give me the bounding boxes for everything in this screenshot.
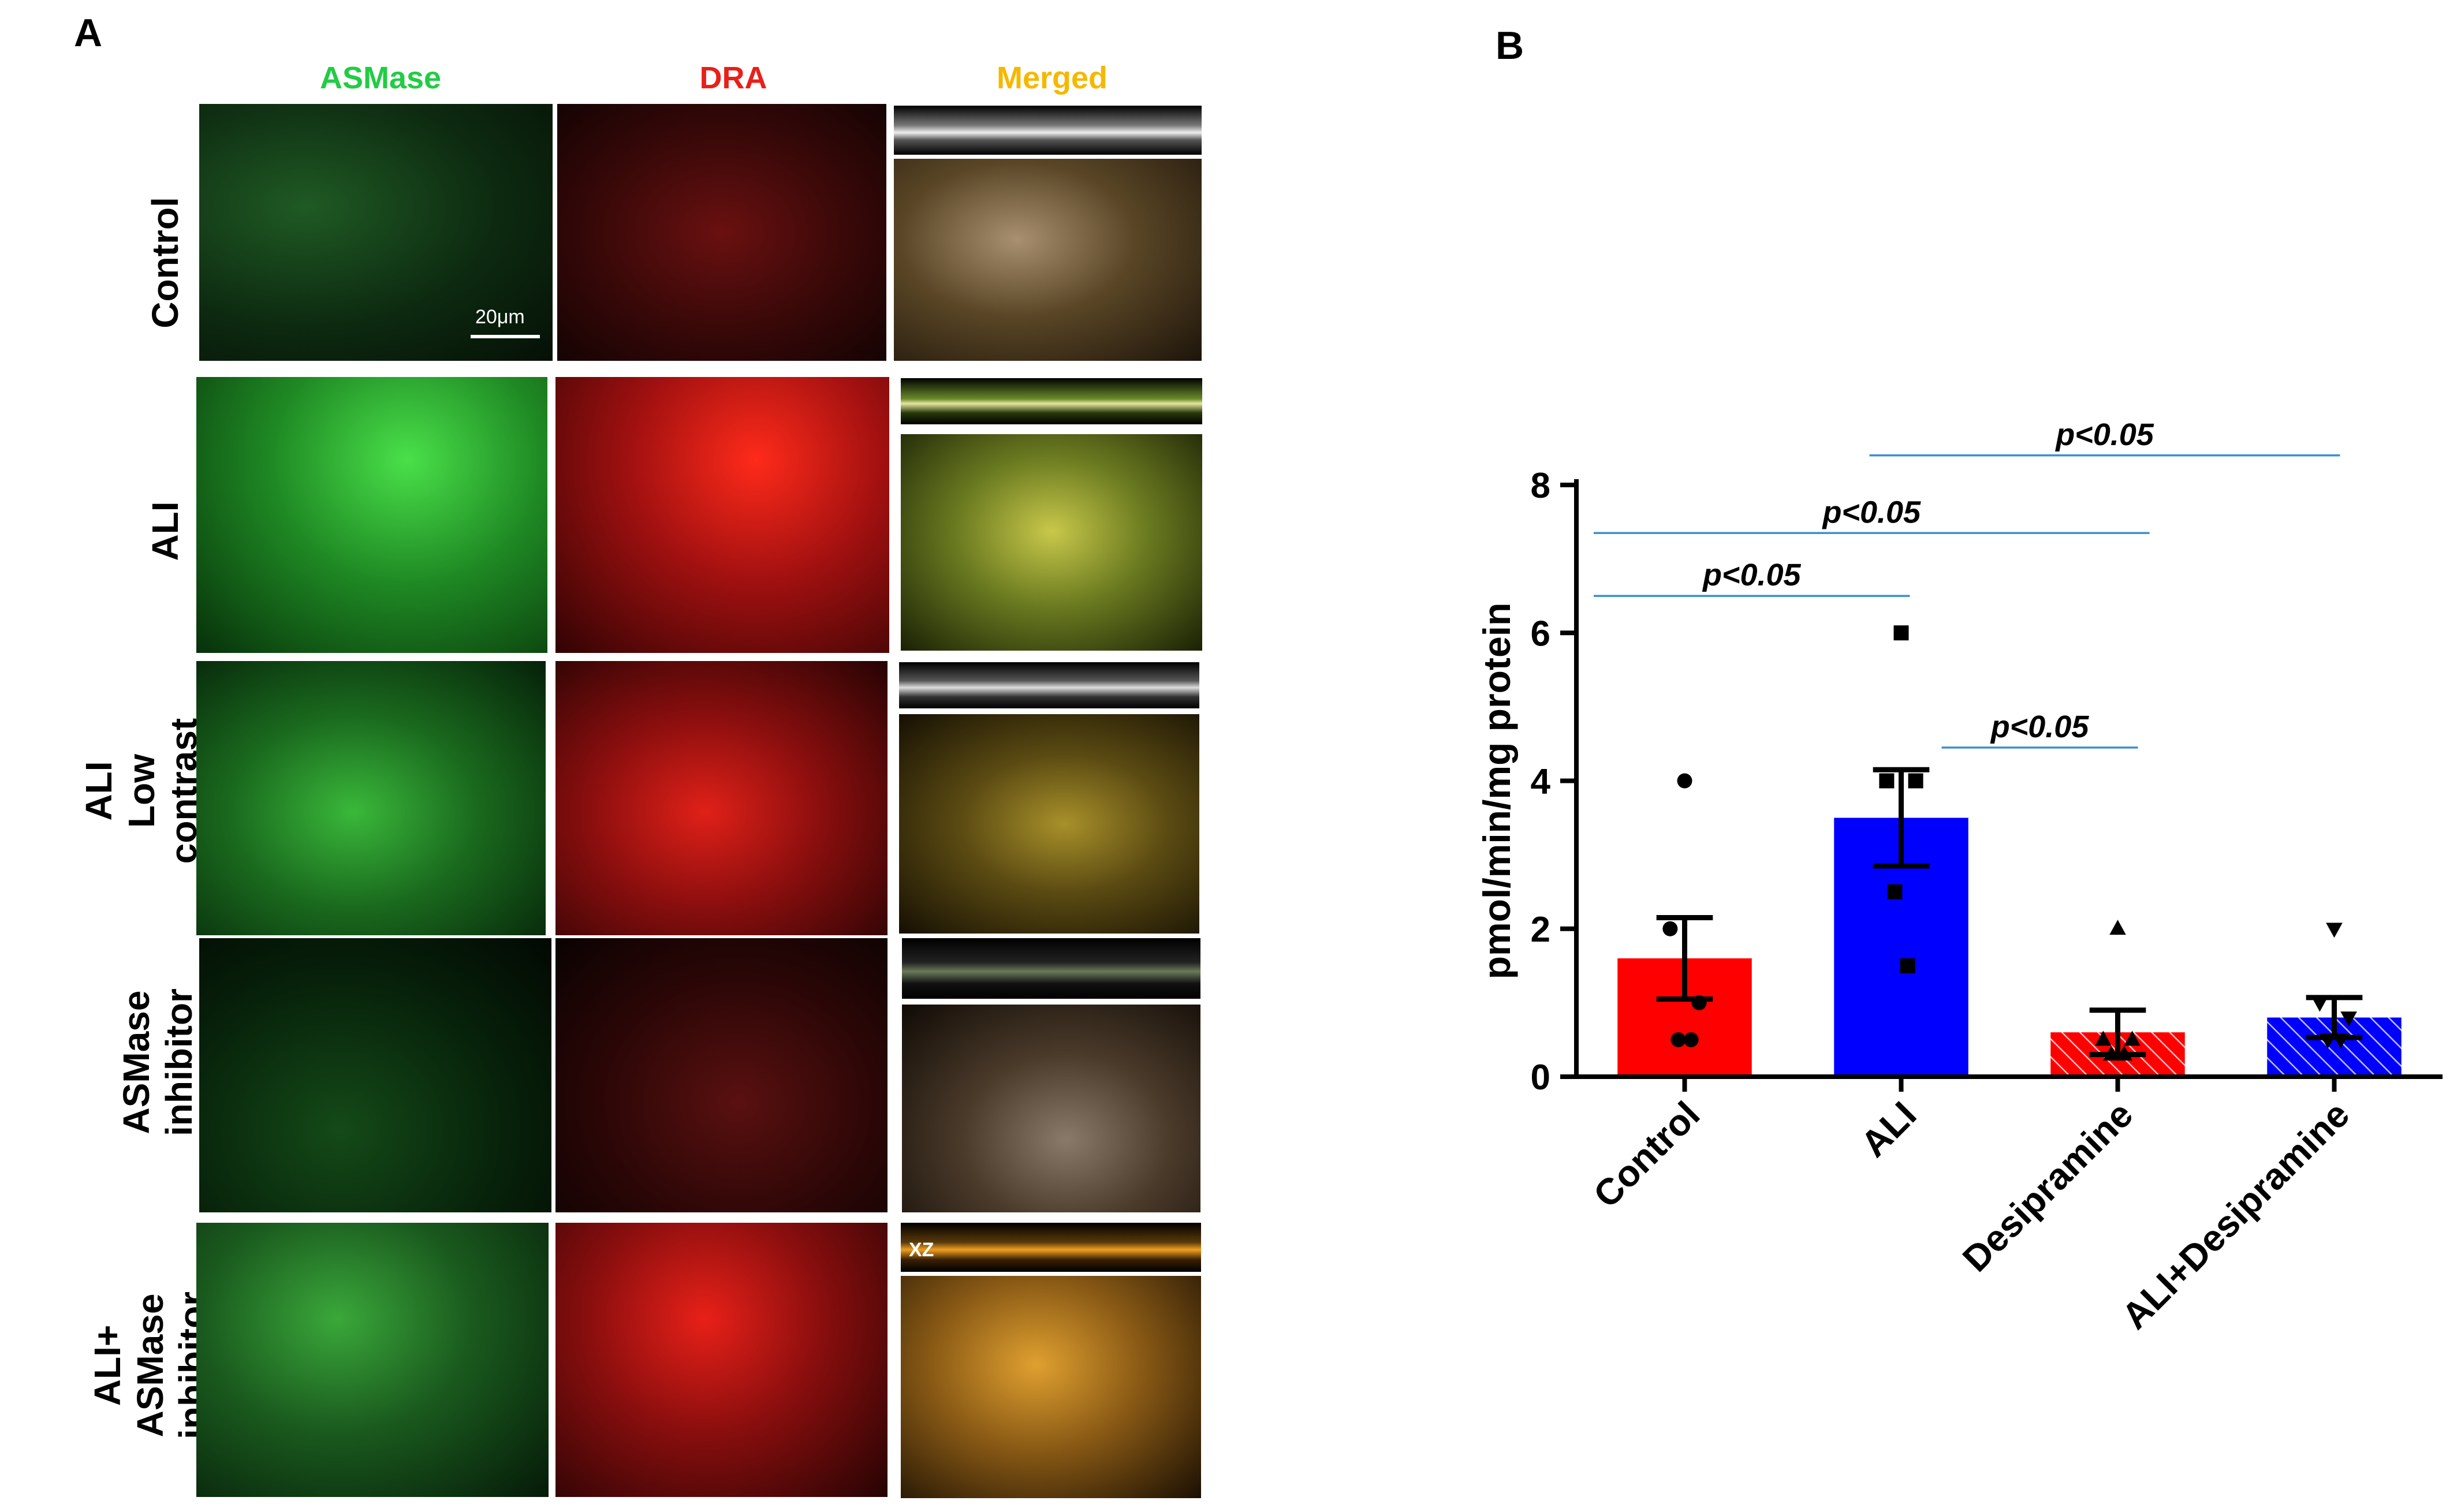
significance-label: p<0.05 — [2054, 417, 2154, 452]
x-tick-label: ALI+Desipramine — [2114, 1093, 2358, 1337]
row-label-line: ALI — [144, 501, 186, 561]
micrograph-ali-low-contrast-merged — [899, 714, 1199, 934]
column-header-dra: DRA — [699, 61, 767, 95]
row-label-line: Low — [120, 754, 162, 828]
micrograph-ali-asmase — [196, 377, 547, 653]
micrograph-control-dra — [557, 104, 886, 361]
data-point — [1683, 1032, 1699, 1047]
bar-chart: 0 2 4 6 8 Control ALI DesipramineALI+Desipramin… — [1475, 417, 2443, 1337]
data-point — [1662, 921, 1678, 936]
x-tick-label: Desipramine — [1955, 1093, 2141, 1280]
micrograph-asmase-inhibitor-dra — [555, 938, 888, 1212]
micrograph-ali-asmase-inhibitor-dra — [555, 1223, 888, 1497]
data-point — [1893, 625, 1909, 641]
micrograph-control-merged-xz — [894, 106, 1202, 155]
micrograph-asmase-inhibitor-asmase — [199, 938, 551, 1212]
micrograph-ali-dra — [555, 377, 889, 653]
row-label-line: inhibitor — [158, 988, 200, 1136]
micrograph-ali-merged — [901, 434, 1202, 651]
y-tick-label: 2 — [1531, 910, 1550, 950]
xz-label: XZ — [909, 1239, 934, 1261]
row-label-ali: ALI — [144, 445, 191, 618]
micrograph-ali-low-contrast-asmase — [196, 661, 546, 935]
micrograph-ali-asmase-inhibitor-merged-xz: XZ — [901, 1223, 1201, 1272]
significance-label: p<0.05 — [1821, 495, 1921, 529]
micrograph-asmase-inhibitor-merged-xz — [902, 938, 1200, 999]
micrograph-ali-asmase-inhibitor-asmase — [196, 1223, 549, 1497]
data-point — [2095, 1031, 2112, 1046]
row-label-line: ASMase — [129, 1293, 171, 1438]
row-label-control: Control — [144, 176, 191, 349]
scale-bar-label: 20μm — [475, 306, 525, 328]
column-header-merged: Merged — [996, 61, 1108, 95]
data-point — [1671, 1032, 1686, 1047]
data-point — [2109, 920, 2126, 935]
data-point — [1908, 773, 1923, 789]
y-tick-label: 6 — [1531, 614, 1550, 654]
y-tick-label: 4 — [1531, 762, 1551, 802]
data-point — [2340, 1011, 2357, 1027]
data-point — [1879, 773, 1895, 789]
y-tick-label: 8 — [1531, 466, 1550, 506]
data-point — [1900, 958, 1915, 973]
row-label-asmase-inhibitor: ASMase inhibitor — [115, 947, 208, 1178]
row-label-line: ASMase — [115, 990, 157, 1134]
row-label-ali-low-contrast: ALI Low contrast — [78, 681, 211, 901]
micrograph-ali-merged-xz — [901, 378, 1202, 424]
micrograph-ali-asmase-inhibitor-merged — [901, 1276, 1201, 1498]
x-tick-label: ALI — [1853, 1093, 1925, 1165]
row-label-line: ALI — [78, 761, 120, 821]
data-point — [2326, 923, 2343, 938]
data-point — [2124, 1031, 2141, 1046]
data-point — [2311, 996, 2328, 1012]
micrograph-ali-low-contrast-merged-xz — [899, 662, 1199, 708]
micrograph-control-merged — [894, 159, 1202, 361]
micrograph-control-asmase: 20μm — [199, 104, 553, 361]
data-point — [1677, 773, 1692, 789]
panel-b-letter: B — [1496, 24, 1524, 68]
significance-label: p<0.05 — [1990, 710, 2090, 744]
panel-a-letter: A — [74, 11, 103, 55]
significance-label: p<0.05 — [1702, 558, 1802, 592]
y-axis-label: pmol/min/mg protein — [1475, 603, 1518, 980]
micrograph-ali-low-contrast-dra — [555, 661, 888, 935]
column-header-asmase: ASMase — [319, 61, 442, 95]
scale-bar — [471, 335, 540, 338]
data-point — [1887, 884, 1903, 899]
x-tick-label: Control — [1586, 1093, 1708, 1216]
row-label-line: Control — [144, 197, 186, 328]
micrograph-asmase-inhibitor-merged — [902, 1005, 1200, 1212]
y-tick-label: 0 — [1531, 1058, 1550, 1097]
row-label-line: ALI+ — [87, 1324, 128, 1406]
